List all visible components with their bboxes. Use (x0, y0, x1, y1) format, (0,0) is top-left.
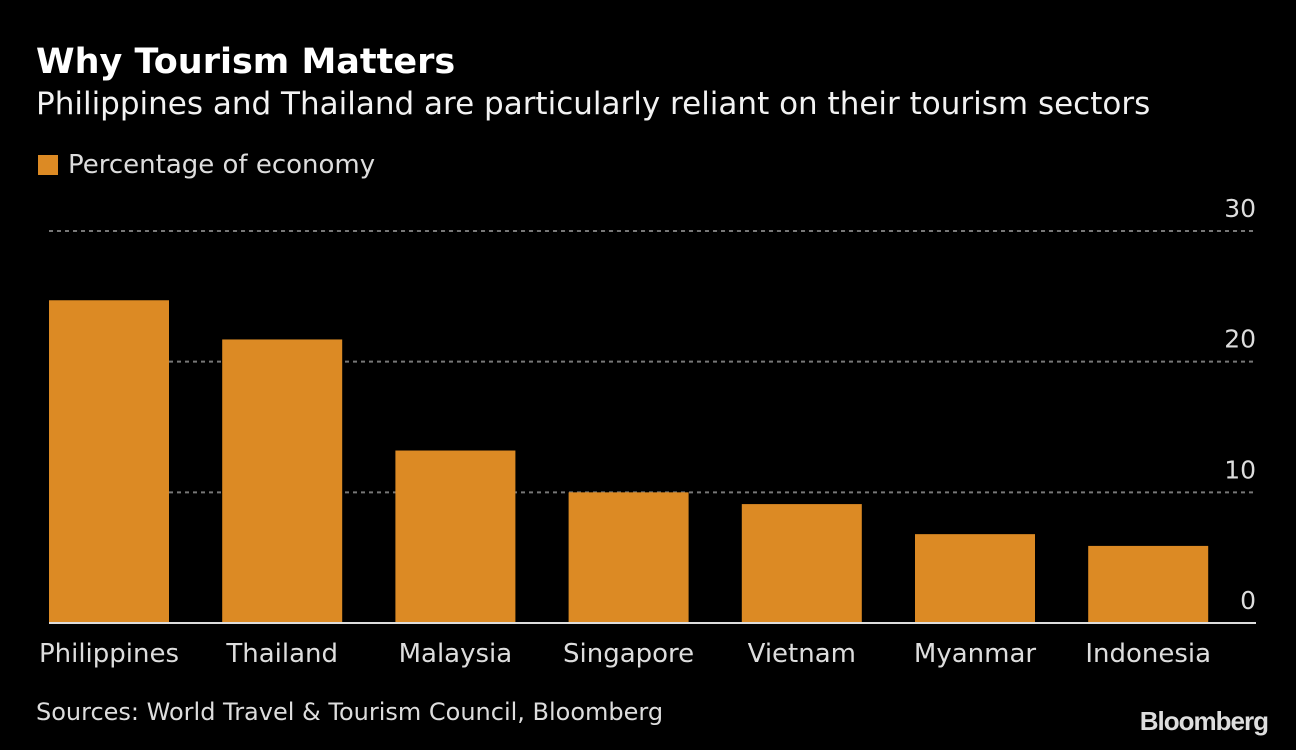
x-tick-label: Indonesia (1085, 639, 1211, 669)
y-tick-label: 10 (1224, 455, 1256, 484)
bar-malaysia (395, 450, 516, 623)
chart-subtitle: Philippines and Thailand are particularl… (36, 86, 1151, 122)
x-tick-label: Philippines (39, 639, 179, 669)
bar-indonesia (1088, 545, 1209, 623)
bar-thailand (222, 339, 343, 623)
y-tick-label: 0 (1240, 586, 1256, 615)
x-tick-label: Malaysia (399, 639, 513, 669)
x-tick-label: Myanmar (914, 639, 1036, 669)
legend: Percentage of economy (38, 150, 375, 180)
source-note: Sources: World Travel & Tourism Council,… (36, 698, 664, 726)
bar-philippines (49, 300, 169, 623)
y-tick-label: 20 (1224, 325, 1256, 354)
x-tick-label: Vietnam (748, 639, 856, 669)
x-tick-label: Singapore (563, 639, 694, 669)
y-tick-label: 30 (1224, 194, 1256, 223)
legend-label: Percentage of economy (68, 150, 376, 180)
x-tick-label: Thailand (225, 639, 338, 669)
legend-swatch (38, 155, 58, 175)
bloomberg-logo: Bloomberg (1139, 706, 1269, 736)
chart-title: Why Tourism Matters (36, 42, 456, 82)
bar-vietnam (741, 504, 862, 623)
bar-myanmar (915, 534, 1035, 623)
bar-singapore (568, 492, 689, 623)
